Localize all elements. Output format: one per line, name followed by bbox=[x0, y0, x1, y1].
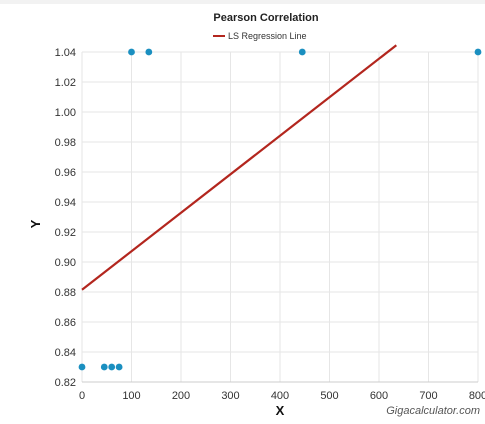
y-tick-label: 0.84 bbox=[55, 347, 76, 359]
y-tick-label: 0.94 bbox=[55, 197, 76, 209]
legend: LS Regression Line bbox=[213, 31, 307, 41]
y-tick-label: 0.96 bbox=[55, 167, 76, 179]
x-axis-title: X bbox=[276, 403, 285, 418]
x-tick-label: 100 bbox=[122, 390, 140, 402]
y-tick-label: 1.02 bbox=[55, 77, 76, 89]
x-tick-label: 300 bbox=[221, 390, 239, 402]
data-point bbox=[78, 363, 86, 371]
legend-label: LS Regression Line bbox=[228, 31, 307, 41]
grid-layer bbox=[81, 51, 479, 383]
top-rule bbox=[0, 0, 485, 4]
x-tick-label: 700 bbox=[419, 390, 437, 402]
x-tick-label: 400 bbox=[271, 390, 289, 402]
data-point bbox=[108, 363, 116, 371]
x-tick-label: 0 bbox=[79, 390, 85, 402]
data-points bbox=[78, 48, 482, 371]
data-point bbox=[115, 363, 123, 371]
y-tick-label: 0.82 bbox=[55, 377, 76, 389]
data-point bbox=[128, 48, 135, 56]
y-tick-label: 0.98 bbox=[55, 137, 76, 149]
x-tick-label: 600 bbox=[370, 390, 388, 402]
tick-labels: 0 100 200 300 400 500 600 700 800 0.82 0.84 0.86 0.8… bbox=[55, 47, 485, 402]
credit-text: Gigacalculator.com bbox=[386, 405, 480, 417]
y-tick-label: 0.86 bbox=[55, 317, 76, 329]
y-tick-label: 1.00 bbox=[55, 107, 76, 119]
y-tick-label: 0.92 bbox=[55, 227, 76, 239]
y-tick-label: 1.04 bbox=[55, 47, 76, 59]
data-point bbox=[145, 48, 153, 56]
y-axis-title: Y bbox=[28, 219, 43, 228]
y-tick-label: 0.88 bbox=[55, 287, 76, 299]
regression-line-layer bbox=[81, 44, 398, 291]
regression-line bbox=[81, 44, 398, 291]
data-point bbox=[298, 48, 306, 56]
data-point bbox=[474, 48, 482, 56]
y-tick-label: 0.90 bbox=[55, 257, 76, 269]
x-tick-label: 800 bbox=[469, 390, 485, 402]
x-tick-label: 200 bbox=[172, 390, 190, 402]
chart-title: Pearson Correlation bbox=[213, 12, 318, 24]
x-tick-label: 500 bbox=[320, 390, 338, 402]
data-point bbox=[100, 363, 108, 371]
